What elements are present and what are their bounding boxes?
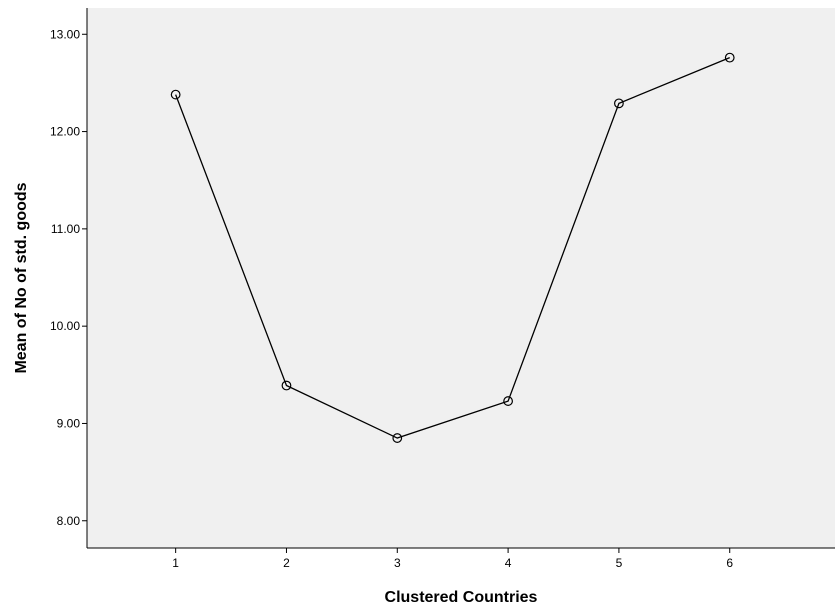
x-tick-label: 6	[726, 556, 733, 570]
x-tick-label: 3	[394, 556, 401, 570]
x-tick-label: 4	[505, 556, 512, 570]
data-point	[170, 89, 181, 100]
data-point	[614, 98, 624, 109]
plot-area	[87, 8, 835, 548]
data-point	[724, 52, 735, 63]
y-tick-label: 11.00	[51, 222, 80, 236]
x-axis-title: Clustered Countries	[385, 589, 538, 606]
data-points	[170, 52, 735, 443]
y-axis-title: Mean of No of std. goods	[13, 182, 30, 373]
x-tick-label: 2	[283, 556, 290, 570]
x-tick-label: 5	[616, 556, 623, 570]
data-point	[281, 380, 292, 391]
y-tick-label: 13.00	[50, 27, 80, 41]
y-axis: 8.00 9.00 10.00 11.00 12.00 13.00	[50, 8, 88, 548]
x-tick-label: 1	[172, 556, 179, 570]
y-tick-label: 8.00	[57, 514, 81, 528]
series-line	[175, 57, 730, 439]
y-tick-label: 10.00	[50, 319, 80, 333]
data-point	[503, 396, 513, 406]
y-tick-label: 12.00	[50, 125, 80, 139]
y-tick-label: 9.00	[57, 416, 81, 430]
x-axis: 1 2 3 4 5 6	[87, 547, 835, 570]
data-point	[392, 433, 403, 443]
